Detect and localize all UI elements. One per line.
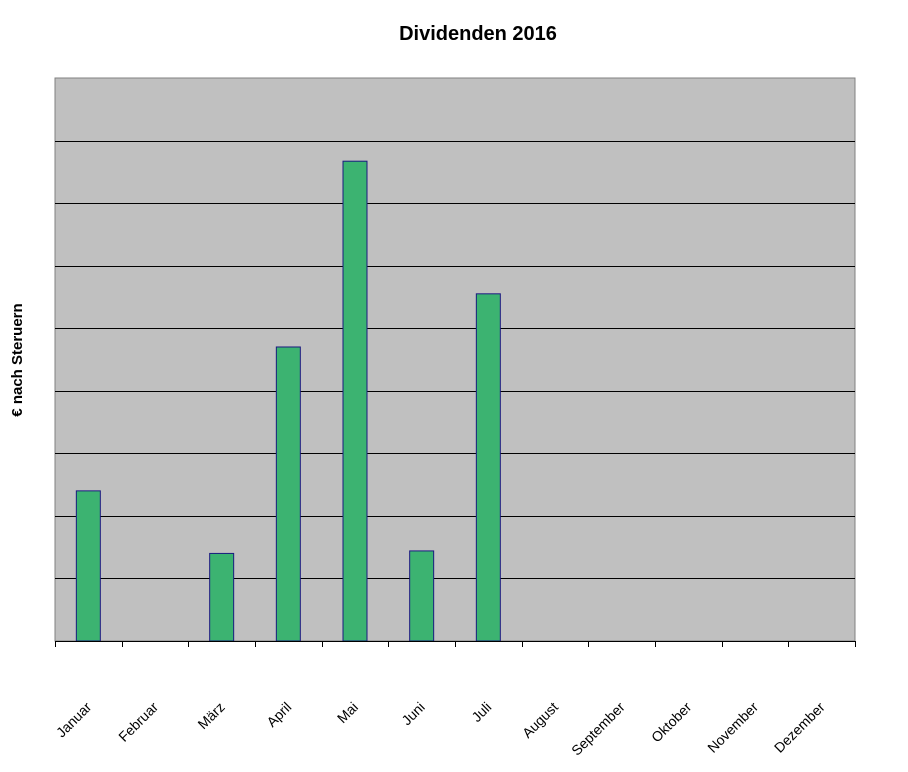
x-tick-label: Dezember [771, 699, 828, 756]
bars [75, 160, 501, 642]
x-tick-label: März [194, 699, 227, 732]
bar-april [275, 346, 301, 642]
bar-mai [342, 160, 368, 642]
x-axis [55, 641, 856, 647]
y-axis-label: € nach Steruern [9, 303, 26, 416]
x-tick-label: November [704, 699, 761, 756]
x-tick-labels: Januar Februar März April Mai Juni Juli August S… [53, 699, 828, 759]
x-tick-label: Mai [334, 699, 361, 726]
x-tick-label: August [519, 699, 561, 741]
bar-januar [75, 490, 101, 642]
bar-märz [209, 552, 235, 642]
x-tick-label: Februar [115, 699, 161, 745]
x-tick-label: Januar [53, 699, 95, 741]
bar-juni [409, 550, 435, 642]
plot-area [54, 77, 856, 642]
x-tick-label: Oktober [648, 699, 695, 746]
x-tick-label: September [568, 699, 628, 759]
gridlines [55, 141, 855, 579]
x-tick-label: April [263, 699, 294, 730]
x-tick-label: Juni [398, 699, 427, 728]
chart-title: Dividenden 2016 [399, 23, 557, 45]
x-tick-label: Juli [468, 699, 494, 725]
bar-juli [475, 293, 501, 642]
